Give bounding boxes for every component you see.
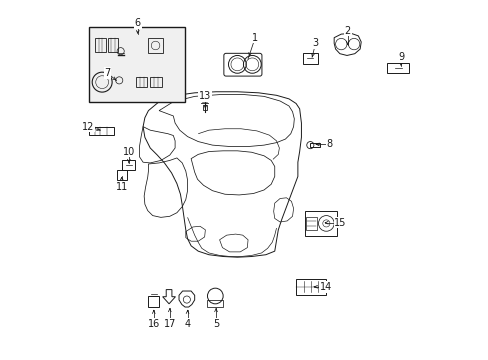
Text: 7: 7 bbox=[104, 68, 110, 78]
Text: 6: 6 bbox=[134, 18, 141, 28]
Text: 17: 17 bbox=[163, 319, 176, 329]
Bar bbox=[296, 279, 325, 294]
Text: 16: 16 bbox=[147, 319, 160, 329]
Text: 14: 14 bbox=[320, 282, 332, 292]
Bar bbox=[122, 160, 135, 170]
Bar bbox=[148, 296, 159, 307]
Text: 9: 9 bbox=[397, 52, 403, 62]
Bar bbox=[306, 217, 316, 230]
Bar bbox=[88, 127, 114, 135]
Bar bbox=[305, 211, 336, 235]
Bar bbox=[302, 53, 318, 64]
Bar bbox=[386, 63, 408, 73]
Bar bbox=[150, 77, 161, 87]
Bar bbox=[148, 39, 163, 53]
Text: 5: 5 bbox=[212, 319, 219, 329]
Text: 4: 4 bbox=[184, 319, 190, 329]
Bar bbox=[202, 104, 206, 109]
Text: 10: 10 bbox=[122, 147, 135, 157]
Bar bbox=[309, 143, 320, 147]
Text: 8: 8 bbox=[326, 139, 332, 149]
Text: 12: 12 bbox=[81, 122, 94, 132]
Text: 2: 2 bbox=[344, 26, 350, 36]
Text: 1: 1 bbox=[252, 33, 258, 43]
Text: 3: 3 bbox=[312, 38, 318, 48]
Bar bbox=[88, 27, 184, 102]
Bar bbox=[107, 39, 118, 52]
Bar bbox=[117, 170, 126, 180]
Bar bbox=[136, 77, 147, 87]
Bar bbox=[207, 300, 223, 307]
Text: 15: 15 bbox=[334, 218, 346, 228]
Text: 11: 11 bbox=[115, 182, 127, 192]
Text: 13: 13 bbox=[199, 91, 211, 102]
Bar bbox=[95, 39, 105, 52]
